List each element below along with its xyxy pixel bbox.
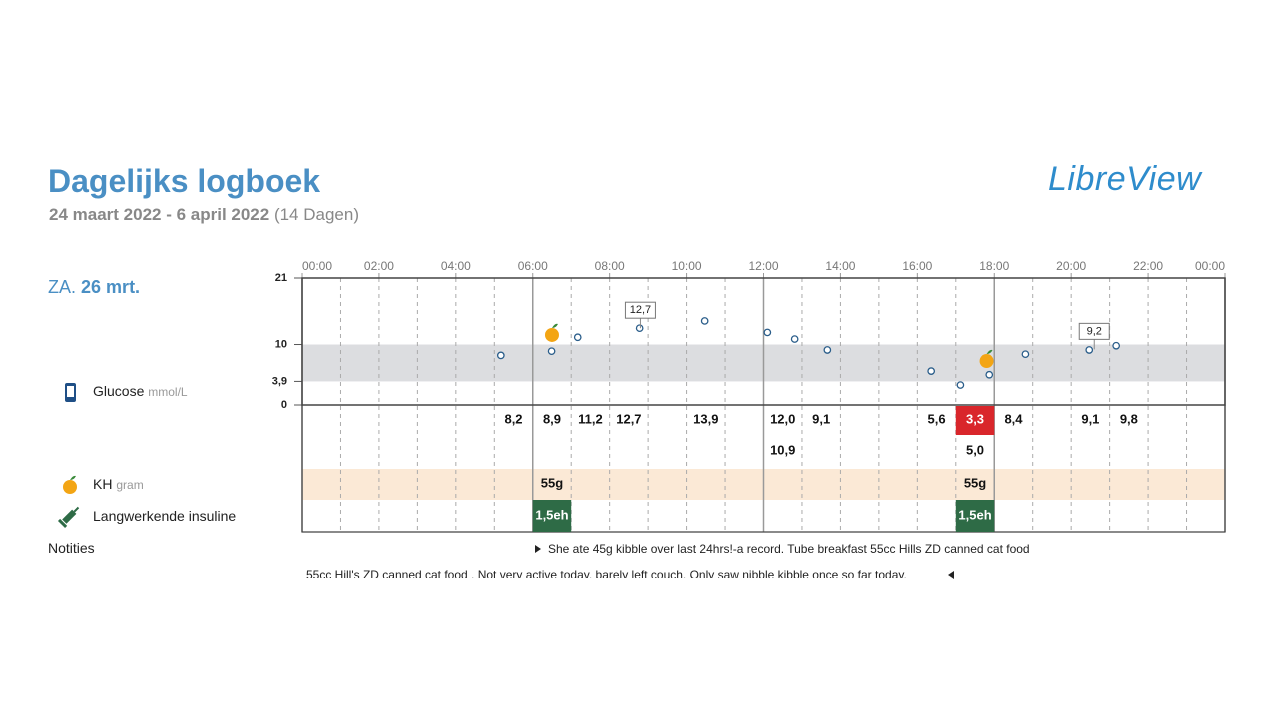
glucose-label: Glucose mmol/L bbox=[93, 383, 188, 399]
reading-point bbox=[1021, 350, 1030, 359]
y-tick-label: 3,9 bbox=[272, 375, 287, 387]
reading-label: 3,3 bbox=[966, 411, 984, 426]
apple-icon bbox=[63, 480, 77, 494]
reading-label: 5,0 bbox=[966, 442, 984, 457]
phone-screen bbox=[67, 386, 74, 397]
reading-label: 12,7 bbox=[616, 411, 641, 426]
y-tick-label: 10 bbox=[275, 338, 287, 350]
insulin-label: 1,5eh bbox=[958, 507, 991, 522]
reading-label: 8,2 bbox=[504, 411, 522, 426]
carb-apple bbox=[979, 354, 994, 369]
insulin-label: Langwerkende insuline bbox=[93, 508, 237, 524]
reading-label: 9,8 bbox=[1120, 411, 1138, 426]
reading-label: 5,6 bbox=[928, 411, 946, 426]
note-wrap: 55cc Hill's ZD canned cat food . Not ver… bbox=[306, 568, 907, 578]
x-tick-label: 04:00 bbox=[441, 259, 471, 273]
note-arrow bbox=[948, 571, 954, 579]
x-tick-label: 02:00 bbox=[364, 259, 394, 273]
x-tick-label: 12:00 bbox=[748, 259, 778, 273]
carbs-label: KH gram bbox=[93, 476, 144, 492]
x-tick-label: 22:00 bbox=[1133, 259, 1163, 273]
label: KH bbox=[93, 476, 113, 492]
x-tick-label: 00:00 bbox=[302, 259, 332, 273]
reading-point bbox=[1085, 346, 1094, 354]
reading-label: 9,1 bbox=[812, 411, 830, 426]
insulin-box bbox=[955, 500, 995, 532]
reading-label: 9,1 bbox=[1081, 411, 1099, 426]
note: She ate 45g kibble over last 24hrs!-a re… bbox=[548, 542, 1030, 556]
reading-point bbox=[956, 381, 965, 389]
notes-label: Notities bbox=[48, 540, 95, 556]
unit: mmol/L bbox=[148, 385, 188, 399]
low-box bbox=[955, 406, 995, 435]
reading-point bbox=[790, 335, 799, 343]
x-tick-label: 18:00 bbox=[979, 259, 1009, 273]
x-tick-label: 16:00 bbox=[902, 259, 932, 273]
logo: LibreView bbox=[1048, 160, 1202, 198]
y-tick-label: 0 bbox=[281, 399, 287, 411]
x-tick-label: 00:00 bbox=[1195, 259, 1225, 273]
apple-leaf bbox=[551, 323, 558, 328]
reading-point bbox=[547, 347, 556, 356]
weekday: ZA. bbox=[48, 277, 77, 297]
reading-point bbox=[985, 370, 994, 379]
label: Glucose bbox=[93, 383, 145, 399]
annotation-label: 9,2 bbox=[1087, 325, 1102, 337]
x-tick-label: 10:00 bbox=[672, 259, 702, 273]
y-tick-label: 21 bbox=[275, 272, 287, 284]
day-label: ZA. 26 mrt. bbox=[48, 277, 140, 298]
title: Dagelijks logboek bbox=[48, 163, 321, 199]
x-tick-label: 14:00 bbox=[825, 259, 855, 273]
days: (14 Dagen) bbox=[273, 205, 359, 224]
x-tick-label: 08:00 bbox=[595, 259, 625, 273]
reading-point bbox=[573, 333, 582, 342]
reading-label: 8,9 bbox=[543, 411, 561, 426]
insulin-box bbox=[532, 500, 572, 532]
reading-point bbox=[823, 346, 832, 354]
reading-point bbox=[700, 317, 709, 325]
date: 26 mrt. bbox=[81, 277, 141, 297]
unit: gram bbox=[116, 478, 144, 492]
date-range: 24 maart 2022 - 6 april 2022 bbox=[49, 205, 270, 224]
apple-leaf bbox=[986, 349, 993, 355]
reading-point bbox=[496, 351, 505, 360]
reading-point bbox=[927, 367, 936, 375]
rows-frame bbox=[301, 405, 1226, 533]
reading-point bbox=[763, 328, 772, 337]
subtitle: 24 maart 2022 - 6 april 2022 (14 Dagen) bbox=[49, 205, 359, 225]
reading-point bbox=[635, 324, 644, 333]
carb-apple bbox=[544, 327, 559, 342]
x-tick-label: 06:00 bbox=[518, 259, 548, 273]
reading-label: 12,0 bbox=[770, 411, 795, 426]
syringe-icon bbox=[57, 506, 80, 529]
annotation-box bbox=[624, 301, 656, 319]
x-tick-label: 20:00 bbox=[1056, 259, 1086, 273]
insulin-label: 1,5eh bbox=[535, 507, 568, 522]
reading-label: 13,9 bbox=[693, 411, 718, 426]
annotation-label: 12,7 bbox=[630, 304, 651, 316]
reading-point bbox=[1112, 341, 1121, 350]
reading-label: 10,9 bbox=[770, 442, 795, 457]
reading-label: 11,2 bbox=[578, 411, 603, 426]
plot-frame bbox=[301, 277, 1226, 406]
note-arrow bbox=[535, 545, 541, 553]
carb-label: 55g bbox=[964, 475, 986, 490]
annotation-box bbox=[1078, 322, 1110, 340]
reading-label: 8,4 bbox=[1004, 411, 1023, 426]
apple-leaf bbox=[70, 475, 76, 480]
carb-label: 55g bbox=[541, 475, 563, 490]
note: 55cc Hill's ZD canned cat food . Not ver… bbox=[306, 568, 907, 578]
